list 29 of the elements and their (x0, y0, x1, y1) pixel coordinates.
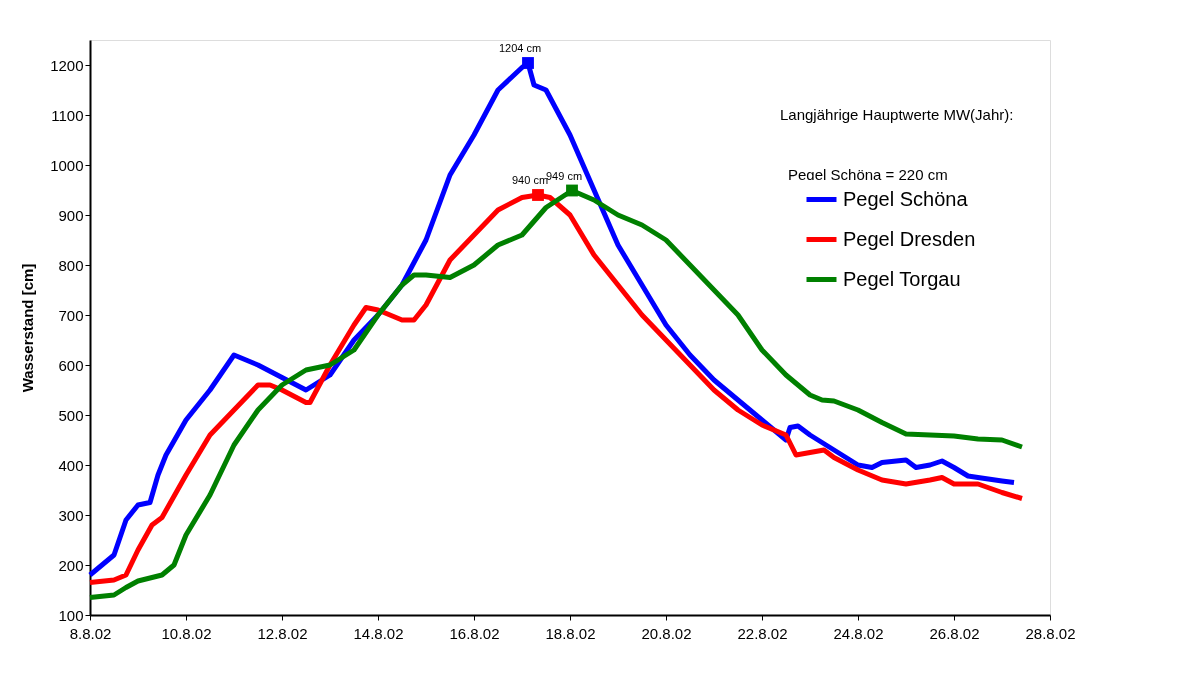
x-tick-label: 16.8.02 (449, 624, 500, 642)
x-tick-label: 28.8.02 (1025, 624, 1076, 642)
y-tick-label: 1100 (51, 106, 84, 124)
y-tick-label: 100 (58, 606, 84, 624)
y-tick-label: 300 (58, 506, 84, 524)
x-tick-label: 26.8.02 (929, 624, 980, 642)
x-tick-label: 22.8.02 (737, 624, 788, 642)
legend-label: Pegel Schöna (843, 187, 969, 210)
y-tick-label: 200 (58, 556, 84, 574)
y-tick-label: 800 (58, 256, 84, 274)
y-tick-label: 1000 (50, 156, 84, 174)
annotation: Langjährige Hauptwerte MW(Jahr): (780, 106, 1014, 123)
y-tick-label: 600 (58, 356, 84, 374)
x-tick-label: 8.8.02 (69, 624, 112, 642)
y-axis-title: Wasserstand [cm] (19, 263, 37, 393)
x-tick-label: 12.8.02 (257, 624, 308, 642)
y-tick-label: 700 (58, 306, 84, 324)
legend-label: Pegel Dresden (843, 227, 976, 250)
y-tick-label: 1200 (50, 56, 84, 74)
y-tick-label: 400 (58, 456, 84, 474)
x-tick-label: 20.8.02 (641, 624, 692, 642)
x-tick-label: 10.8.02 (161, 624, 212, 642)
x-tick-label: 24.8.02 (833, 624, 884, 642)
legend-label: Pegel Torgau (843, 267, 961, 290)
y-tick-label: 900 (58, 206, 84, 224)
x-tick-label: 18.8.02 (545, 624, 596, 642)
y-tick-label: 500 (58, 406, 84, 424)
annotation: 1204 cm (498, 42, 542, 54)
x-tick-label: 14.8.02 (353, 624, 404, 642)
